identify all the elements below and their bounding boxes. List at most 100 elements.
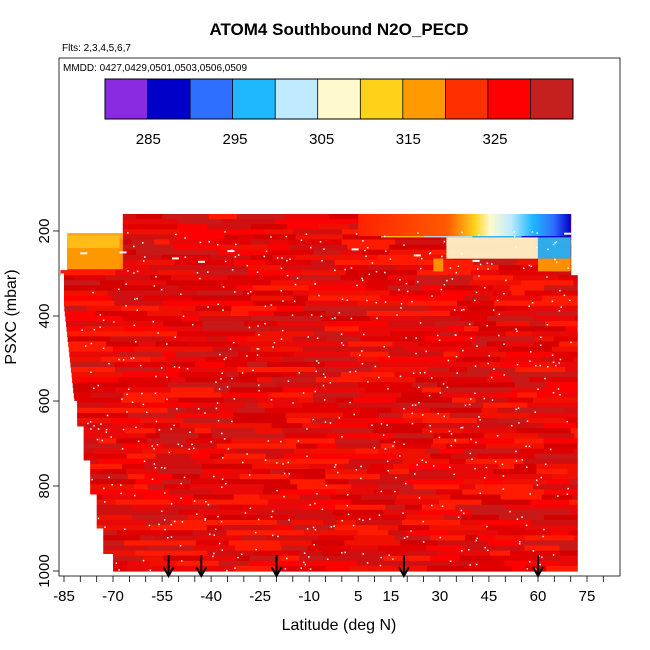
heatmap-region <box>538 258 571 272</box>
sample-point <box>153 285 156 287</box>
sample-dash <box>80 252 88 255</box>
heatmap-cell <box>235 545 282 552</box>
sample-point <box>347 494 349 496</box>
sample-point <box>287 461 289 464</box>
heatmap-cell <box>274 310 294 317</box>
heatmap-cell <box>287 224 320 230</box>
heatmap-cell <box>240 484 265 490</box>
heatmap-cell <box>541 494 573 501</box>
heatmap-cell <box>440 448 465 455</box>
sample-point <box>483 477 486 479</box>
sample-point <box>313 544 315 546</box>
heatmap-cell <box>89 535 141 541</box>
heatmap-cell <box>481 499 532 506</box>
heatmap-cell <box>405 504 423 511</box>
heatmap-cell <box>565 326 578 332</box>
heatmap-cell <box>460 316 488 322</box>
axes: -85 -70 -55 -40 -25 -10 5 15 30 45 60 7520040060080… <box>36 218 604 605</box>
heatmap-cell <box>226 530 272 536</box>
heatmap-cell <box>324 361 363 368</box>
heatmap-cell <box>264 407 300 414</box>
heatmap-cell <box>284 214 330 220</box>
heatmap-cell <box>200 555 237 562</box>
sample-point <box>539 364 541 367</box>
heatmap-cell <box>65 316 124 322</box>
sample-point <box>271 510 274 513</box>
heatmap-cell <box>238 351 295 358</box>
y-tick-label: 1000 <box>36 554 53 587</box>
sample-point <box>386 424 388 426</box>
sample-point <box>366 299 368 302</box>
sample-point <box>496 299 499 302</box>
heatmap-cell <box>408 469 447 475</box>
colorbar-swatch <box>402 79 446 119</box>
sample-point <box>410 530 412 532</box>
sample-point <box>110 436 112 438</box>
sample-point <box>415 337 417 339</box>
sample-point <box>142 559 145 562</box>
heatmap-cell <box>426 448 441 455</box>
sample-point <box>468 549 470 551</box>
heatmap-cell <box>355 295 381 302</box>
heatmap-cell <box>248 310 275 317</box>
sample-point <box>421 414 424 416</box>
sample-point <box>208 241 210 243</box>
heatmap-cell <box>97 458 148 465</box>
sample-dash <box>198 260 205 263</box>
heatmap-cell <box>190 484 241 490</box>
heatmap-cell <box>469 280 522 286</box>
heatmap-cell <box>149 560 178 567</box>
heatmap-cell <box>281 428 333 434</box>
heatmap-cell <box>162 351 177 358</box>
sample-point <box>449 267 452 269</box>
sample-point <box>560 306 562 308</box>
x-tick-label: 5 <box>354 588 362 605</box>
heatmap-cell <box>71 367 116 373</box>
sample-point <box>272 534 274 537</box>
sample-point <box>276 257 279 259</box>
heatmap-cell <box>377 545 427 552</box>
heatmap-cell <box>496 326 541 332</box>
heatmap-cell <box>530 499 570 506</box>
heatmap-cell <box>362 249 390 256</box>
arrow-head <box>398 566 410 579</box>
heatmap-cell <box>183 418 234 424</box>
heatmap-cell <box>565 367 578 373</box>
sample-point <box>341 552 343 554</box>
sample-point <box>388 554 390 556</box>
heatmap-cell <box>533 361 555 368</box>
sample-point <box>418 497 421 499</box>
heatmap-cell <box>122 443 164 450</box>
heatmap-cell <box>336 520 357 526</box>
arrows <box>162 555 544 579</box>
heatmap-cell <box>177 331 235 337</box>
heatmap-cell <box>552 351 578 358</box>
sample-point <box>134 494 136 497</box>
sample-point <box>526 568 529 570</box>
heatmap-cell <box>118 377 172 383</box>
heatmap-cell <box>574 489 578 496</box>
x-axis-label: Latitude (deg N) <box>282 617 397 634</box>
sample-point <box>399 455 401 457</box>
heatmap-cell <box>69 351 119 358</box>
heatmap-cell <box>80 453 128 460</box>
colorbar-swatch <box>232 79 276 119</box>
heatmap-cell <box>464 326 479 332</box>
heatmap-cell <box>505 351 524 358</box>
heatmap-cell <box>399 489 437 496</box>
sample-point <box>450 433 453 435</box>
heatmap-cell <box>428 305 468 312</box>
heatmap-cell <box>180 550 208 557</box>
heatmap-cell <box>464 295 490 302</box>
sample-point <box>474 392 476 395</box>
heatmap-cell <box>510 550 561 557</box>
heatmap-cell <box>248 270 302 276</box>
heatmap-cell <box>319 535 355 541</box>
heatmap-cell <box>488 351 507 358</box>
sample-point <box>371 262 374 264</box>
sample-point <box>133 272 135 274</box>
sample-point <box>422 520 424 523</box>
sample-point <box>135 341 137 343</box>
arrow-head <box>532 566 544 579</box>
sample-point <box>127 232 129 234</box>
